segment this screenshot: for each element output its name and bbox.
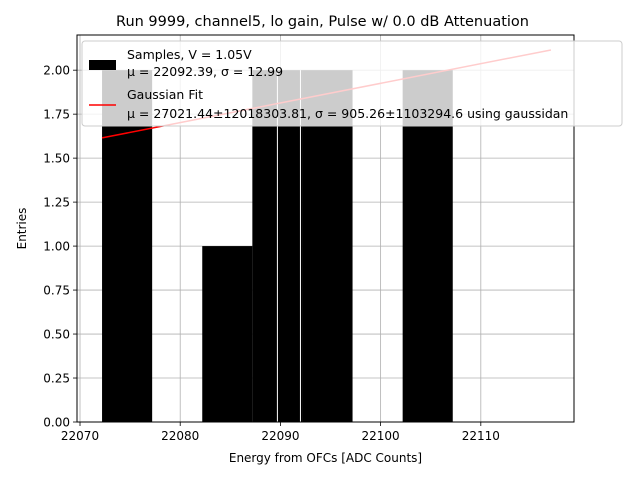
legend-samples-swatch [89, 60, 116, 70]
y-tick-label-4: 1.00 [43, 240, 70, 254]
chart-title: Run 9999, channel5, lo gain, Pulse w/ 0.… [116, 14, 529, 30]
histogram-bar-1 [202, 246, 253, 422]
x-axis-label: Energy from OFCs [ADC Counts] [229, 451, 422, 465]
y-tick-label-1: 0.25 [43, 372, 70, 386]
plot-frame [76, 34, 575, 423]
y-tick-label-7: 1.75 [43, 108, 70, 122]
histogram-bar-4 [402, 70, 453, 422]
y-axis-label: Entries [15, 208, 29, 250]
legend-samples-name: Samples, V = 1.05V [127, 47, 252, 62]
legend: Samples, V = 1.05V μ = 22092.39, σ = 12.… [81, 40, 623, 127]
y-tick-label-5: 1.25 [43, 196, 70, 210]
x-tick-label-0: 22070 [61, 429, 99, 443]
y-tick-label-8: 2.00 [43, 64, 70, 78]
x-tick-label-3: 22100 [362, 429, 400, 443]
x-tick-label-2: 22090 [261, 429, 299, 443]
y-tick-label-3: 0.75 [43, 284, 70, 298]
legend-fit-name: Gaussian Fit [127, 87, 203, 102]
legend-box [81, 40, 623, 127]
y-tick-label-2: 0.50 [43, 328, 70, 342]
histogram-bars [102, 70, 453, 422]
y-tick-label-0: 0.00 [43, 416, 70, 430]
histogram-bar-0 [102, 70, 153, 422]
y-tick-label-6: 1.50 [43, 152, 70, 166]
x-axis-ticks: 22070 22080 22090 22100 22110 [61, 422, 500, 443]
y-axis-ticks: 0.00 0.25 0.50 0.75 1.00 1.25 1.50 1.75 2.00 [43, 64, 77, 430]
x-tick-label-4: 22110 [462, 429, 500, 443]
legend-samples-stats: μ = 22092.39, σ = 12.99 [127, 64, 283, 79]
legend-fit-stats: μ = 27021.44±12018303.81, σ = 905.26±110… [127, 106, 568, 121]
x-tick-label-1: 22080 [161, 429, 199, 443]
histogram-bar-3 [302, 70, 353, 422]
